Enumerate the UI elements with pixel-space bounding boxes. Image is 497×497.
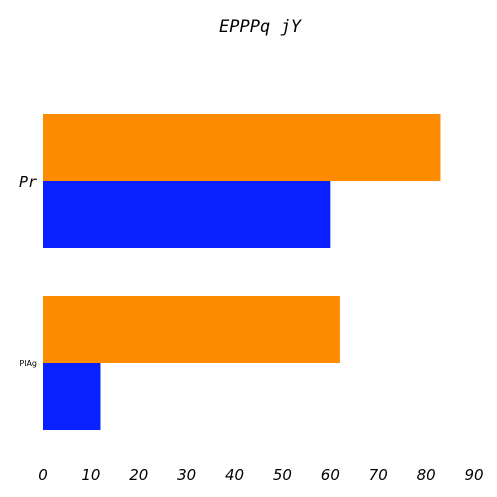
bar-plag-series-1 bbox=[43, 296, 340, 363]
x-tick-label-60: 60 bbox=[321, 466, 340, 484]
bar-pr-series-1 bbox=[43, 114, 441, 181]
x-tick-label-70: 70 bbox=[369, 466, 388, 484]
x-tick-label-20: 20 bbox=[129, 466, 148, 484]
x-tick-label-40: 40 bbox=[225, 466, 244, 484]
category-labels: Pr PlAg bbox=[19, 173, 37, 368]
x-axis-ticks: 0 10 20 30 40 50 60 70 80 90 bbox=[38, 466, 483, 484]
x-tick-label-90: 90 bbox=[464, 466, 483, 484]
bar-plag-series-2 bbox=[43, 363, 101, 430]
x-tick-label-50: 50 bbox=[273, 466, 292, 484]
x-tick-label-80: 80 bbox=[417, 466, 436, 484]
x-tick-label-30: 30 bbox=[177, 466, 196, 484]
category-label-plag: PlAg bbox=[19, 359, 37, 368]
bar-pr-series-2 bbox=[43, 181, 331, 248]
x-tick-label-10: 10 bbox=[81, 466, 100, 484]
chart-title: EPPPq jY bbox=[219, 17, 303, 37]
category-label-pr: Pr bbox=[19, 173, 37, 191]
bars-group bbox=[43, 114, 441, 430]
x-tick-label-0: 0 bbox=[38, 466, 48, 484]
